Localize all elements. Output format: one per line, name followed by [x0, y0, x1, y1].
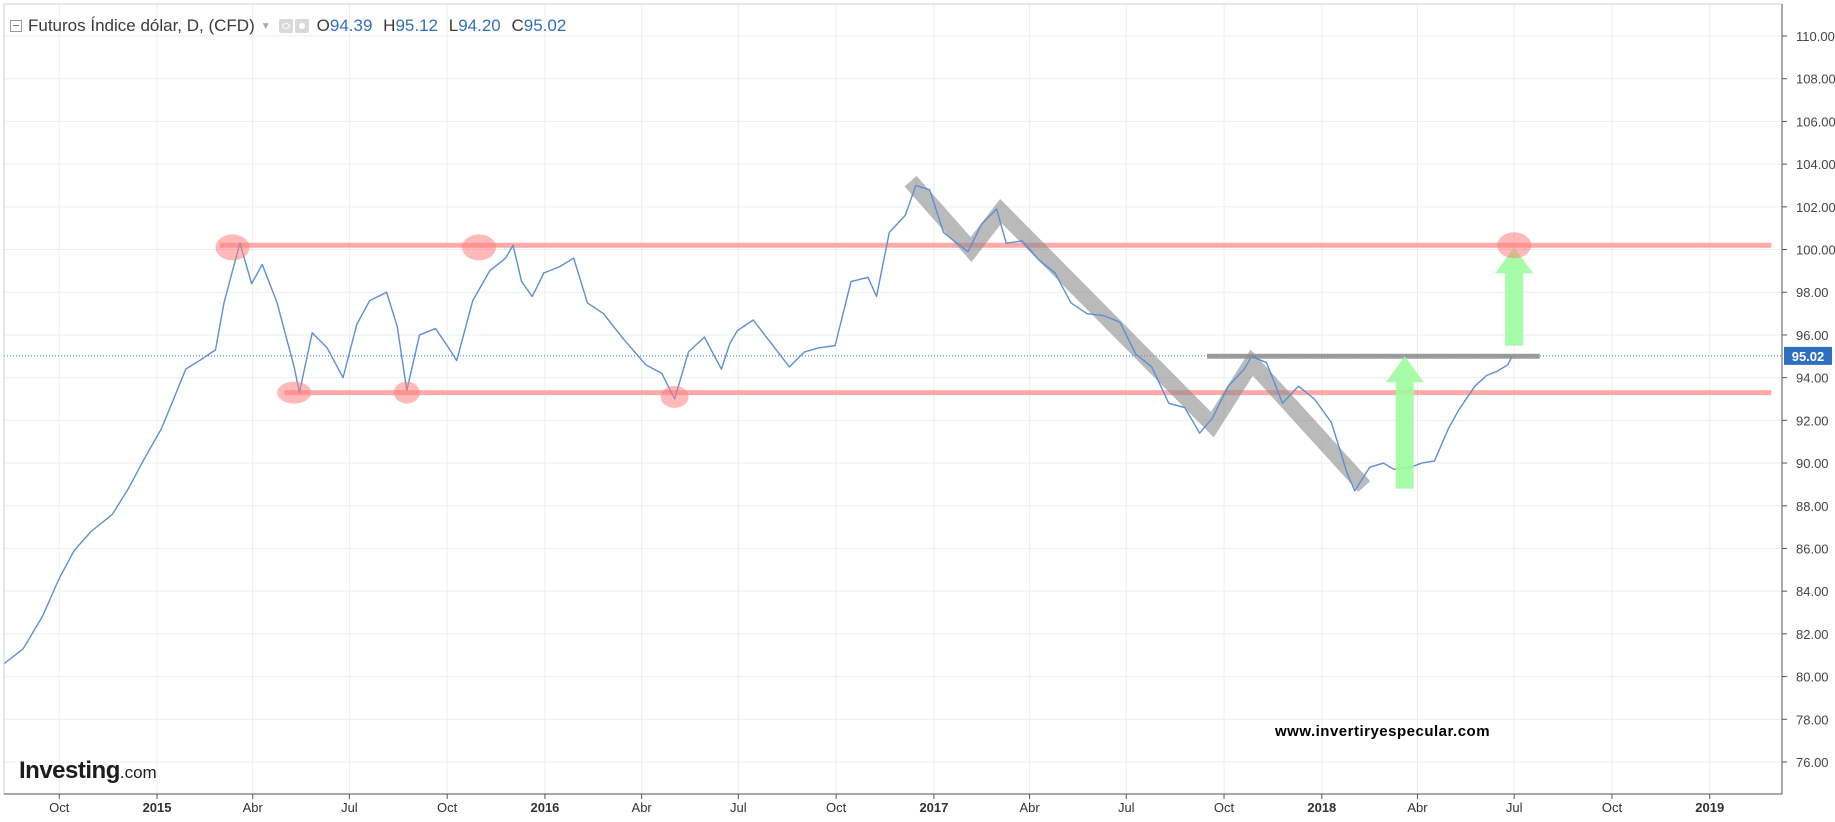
- current-price-label: 95.02: [1792, 349, 1825, 364]
- trend-zigzag: [904, 175, 1371, 492]
- y-tick-label: 98.00: [1796, 285, 1829, 300]
- x-tick-label: Abr: [1019, 800, 1040, 815]
- investing-logo: Investing.com: [19, 757, 157, 785]
- y-tick-label: 88.00: [1796, 499, 1829, 514]
- x-tick-label: 2018: [1307, 800, 1336, 815]
- y-tick-label: 90.00: [1796, 456, 1829, 471]
- chevron-down-icon[interactable]: ▼: [260, 20, 271, 32]
- y-tick-label: 78.00: [1796, 712, 1829, 727]
- series-title: Futuros Índice dólar, D, (CFD): [28, 16, 255, 35]
- x-tick-label: Oct: [49, 800, 70, 815]
- x-tick-label: Jul: [730, 800, 747, 815]
- y-tick-label: 110.00: [1796, 29, 1835, 44]
- touch-marker: [215, 234, 250, 261]
- y-tick-label: 82.00: [1796, 627, 1829, 642]
- x-tick-label: Oct: [826, 800, 847, 815]
- open-value: 94.39: [329, 16, 373, 35]
- y-tick-label: 104.00: [1796, 157, 1835, 172]
- x-tick-label: Abr: [1407, 800, 1428, 815]
- x-tick-label: Abr: [632, 800, 653, 815]
- x-tick-label: Jul: [341, 800, 358, 815]
- logo-brand: Investing: [19, 757, 120, 784]
- x-tick-label: 2019: [1695, 800, 1724, 815]
- x-tick-label: Abr: [243, 800, 264, 815]
- grid-lines: [4, 4, 1782, 794]
- price-series: [3, 184, 1513, 665]
- up-arrow-2: [1495, 247, 1534, 346]
- x-tick-label: 2015: [143, 800, 172, 815]
- x-tick-label: Oct: [1214, 800, 1235, 815]
- x-tick-label: Jul: [1506, 800, 1523, 815]
- y-tick-label: 108.00: [1796, 72, 1835, 87]
- price-line: [3, 184, 1513, 665]
- current-price-tag: [1784, 346, 1832, 365]
- high-value: 95.12: [395, 16, 438, 35]
- low-label: L: [448, 16, 459, 35]
- logo-domain: .com: [119, 763, 157, 782]
- y-tick-label: 100.00: [1796, 243, 1835, 258]
- y-tick-label: 84.00: [1796, 584, 1829, 599]
- y-tick-label: 102.00: [1796, 200, 1835, 215]
- x-tick-label: Oct: [1602, 800, 1623, 815]
- eye-icon[interactable]: [278, 19, 293, 33]
- high-label: H: [383, 16, 396, 35]
- annotation-markers: [215, 232, 1534, 489]
- x-tick-label: 2016: [530, 800, 559, 815]
- y-tick-label: 92.00: [1796, 413, 1829, 428]
- up-arrow-1: [1385, 356, 1424, 489]
- touch-marker: [1497, 232, 1532, 259]
- y-tick-label: 86.00: [1796, 541, 1829, 556]
- touch-marker: [277, 381, 312, 404]
- touch-marker: [660, 385, 689, 408]
- x-tick-label: 2017: [919, 800, 948, 815]
- series-legend: Futuros Índice dólar, D, (CFD) ▼ O94.39 …: [10, 14, 572, 38]
- close-label: C: [511, 16, 524, 35]
- touch-marker: [393, 381, 420, 404]
- collapse-icon[interactable]: [10, 20, 22, 32]
- gear-icon[interactable]: [294, 19, 309, 33]
- x-tick-label: Oct: [437, 800, 458, 815]
- low-value: 94.20: [458, 16, 501, 35]
- open-label: O: [316, 16, 330, 35]
- close-value: 95.02: [523, 16, 567, 35]
- y-tick-label: 96.00: [1796, 328, 1829, 343]
- y-tick-label: 106.00: [1796, 114, 1835, 129]
- watermark-url: www.invertiryespecular.com: [1275, 723, 1491, 740]
- axes: 76.00 78.00 80.00 82.00 84.00 86.00 88.00 90.00…: [3, 3, 1835, 815]
- y-tick-label: 80.00: [1796, 670, 1829, 685]
- y-tick-label: 94.00: [1796, 371, 1829, 386]
- ohlc-values: O94.39 H95.12 L94.20 C95.02: [317, 16, 573, 36]
- touch-marker: [462, 234, 497, 261]
- x-tick-label: Jul: [1118, 800, 1135, 815]
- y-tick-label: 76.00: [1796, 755, 1829, 770]
